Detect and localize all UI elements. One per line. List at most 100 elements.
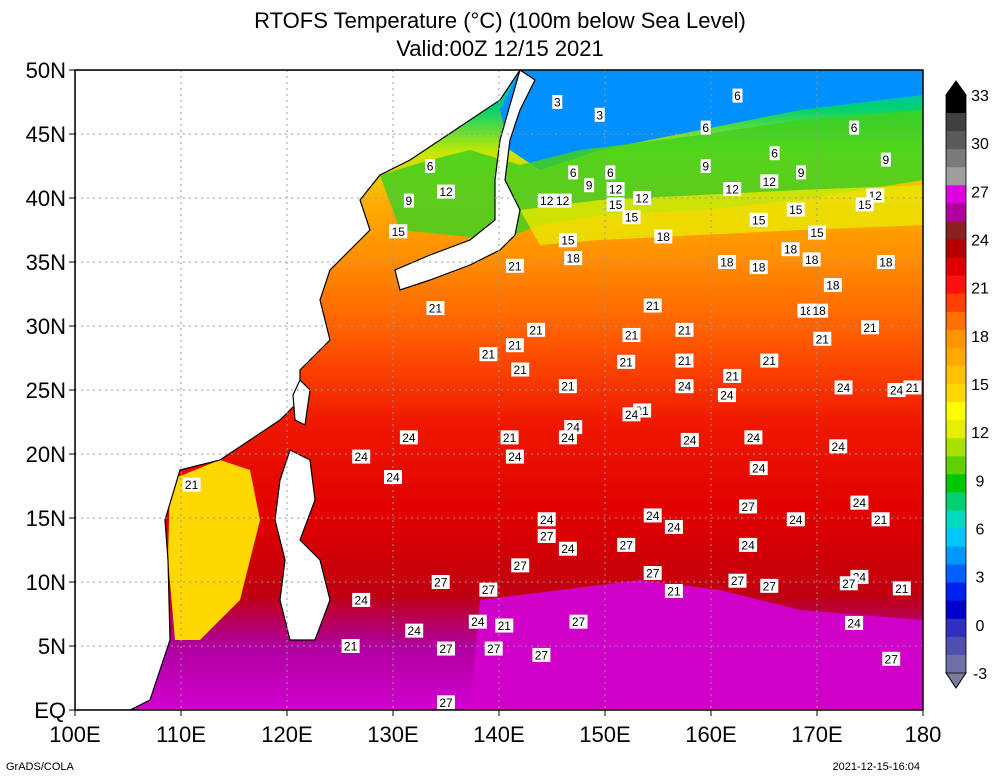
contour-label: 6 (570, 166, 577, 180)
contour-label: 6 (771, 147, 778, 161)
contour-label: 24 (355, 450, 369, 464)
contour-label: 3 (596, 108, 603, 122)
footer-timestamp: 2021-12-15-16:04 (832, 761, 920, 773)
contour-label: 12 (556, 194, 570, 208)
contour-label: 18 (784, 243, 798, 257)
contour-label: 24 (789, 513, 803, 527)
contour-label: 27 (842, 577, 856, 591)
contour-label-box (700, 159, 711, 173)
japan-islands (394, 70, 536, 291)
contour-label-box (389, 224, 408, 239)
contour-label-box (622, 407, 641, 422)
contour-label: 27 (535, 648, 549, 662)
colorbar-swatch (946, 113, 966, 132)
warm-pool-region (470, 580, 923, 710)
contour-label-box (664, 519, 683, 534)
colorbar-swatch (946, 257, 966, 277)
contour-label-box (505, 449, 524, 464)
contour-label: 21 (816, 332, 830, 346)
contour-label-box (537, 193, 556, 208)
lon-tick-label: 170E (791, 722, 842, 747)
map-title: RTOFS Temperature (°C) (100m below Sea L… (254, 8, 746, 33)
contour-label-box (606, 182, 625, 197)
contour-label: 27 (731, 574, 745, 588)
contour-label: 24 (678, 380, 692, 394)
contour-label: 18 (812, 304, 826, 318)
colorbar-swatch (946, 149, 966, 168)
contour-label-box (849, 120, 860, 135)
colorbar-label: 6 (976, 522, 985, 539)
contour-label: 24 (561, 542, 575, 556)
contour-label: 21 (498, 619, 512, 633)
contour-label: 24 (408, 624, 422, 638)
contour-label: 12 (635, 192, 649, 206)
contour-label-box (511, 362, 530, 377)
contour-label-box (617, 354, 636, 369)
contour-label: 12 (763, 175, 777, 189)
lon-tick-label: 110E (156, 722, 206, 747)
contour-label-box (675, 379, 694, 394)
colorbar-swatch (946, 365, 966, 385)
contour-label-box (537, 512, 556, 527)
contour-label: 6 (427, 160, 434, 174)
contour-label-box (605, 165, 616, 180)
lon-tick-label: 120E (261, 722, 312, 747)
contour-label-box (882, 651, 901, 666)
contour-label: 27 (439, 642, 453, 656)
colorbar-swatch (946, 275, 966, 295)
contour-label-box (903, 380, 922, 395)
lon-tick-label: 100E (49, 722, 100, 747)
lon-tick-label: 160E (685, 722, 736, 747)
contour-label-box (500, 430, 519, 445)
contour-label: 24 (561, 431, 575, 445)
contour-label: 21 (678, 323, 692, 337)
contour-label: 21 (185, 478, 199, 492)
contour-label: 27 (439, 696, 453, 710)
colorbar-label: 30 (971, 136, 989, 153)
contour-label-box (437, 695, 455, 710)
colorbar-swatch (946, 293, 966, 313)
contour-label-box (437, 641, 455, 656)
colorbar-swatch (946, 582, 966, 602)
colorbar-swatch (946, 474, 966, 493)
colorbar-swatch (946, 402, 966, 421)
lat-tick-label: 25N (26, 378, 66, 403)
colorbar-swatch (946, 564, 966, 584)
contour-label-box (564, 251, 583, 266)
contour-label-box (850, 495, 869, 510)
colorbar-swatch (946, 636, 966, 656)
contour-label: 12 (439, 185, 453, 199)
contour-label: 9 (406, 194, 413, 208)
contour-label: 9 (798, 166, 805, 180)
lat-tick-label: EQ (34, 698, 66, 723)
colorbar-swatch (946, 185, 966, 204)
contour-label-box (594, 107, 605, 122)
contour-label-box (675, 322, 694, 337)
contour-label-box (622, 327, 641, 342)
colorbar-frame (945, 94, 967, 674)
contour-label-box (654, 229, 673, 244)
colorbar-swatch (946, 239, 966, 259)
contour-label: 27 (741, 500, 755, 514)
contour-label: 21 (429, 302, 443, 316)
contour-label: 24 (720, 389, 734, 403)
contour-label: 15 (561, 234, 575, 248)
contour-label-box (405, 623, 424, 638)
contour-label-box (431, 575, 450, 589)
contour-label: 27 (540, 529, 554, 543)
contour-label-box (786, 512, 805, 527)
colorbar-top-arrow (945, 80, 967, 96)
contour-label: 24 (540, 513, 554, 527)
contour-label: 15 (810, 226, 824, 240)
contour-label-box (728, 573, 747, 588)
taiwan-island (292, 378, 311, 426)
contour-label: 24 (741, 538, 755, 552)
contour-label: 24 (386, 471, 400, 485)
contour-label: 21 (503, 431, 517, 445)
colorbar-swatch (946, 203, 966, 222)
contour-label-box (399, 430, 418, 445)
contour-label-box (717, 388, 736, 403)
contour-label-box (760, 578, 779, 593)
contour-label-box (880, 152, 891, 167)
